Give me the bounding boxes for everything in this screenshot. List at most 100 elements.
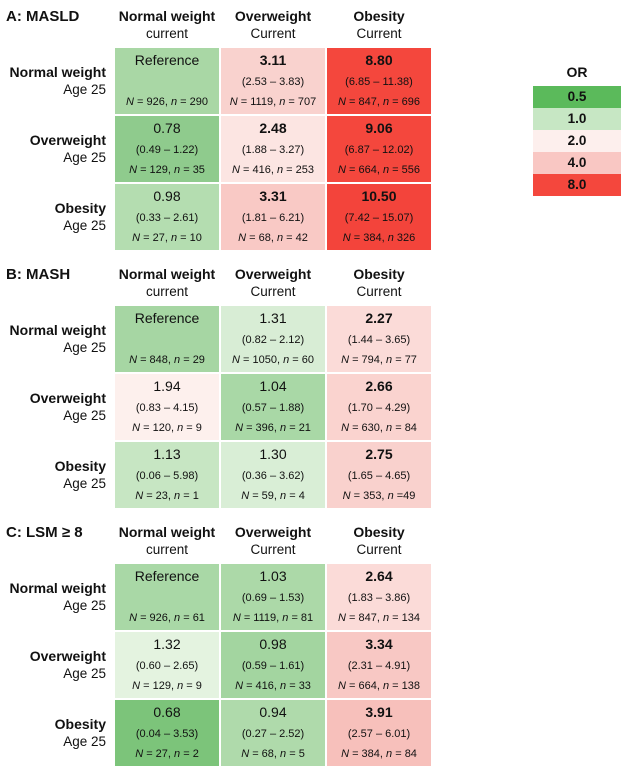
column-header-normal-weight: Normal weight current — [115, 6, 219, 46]
or-cell: 1.94 (0.83 – 4.15) N = 120, n = 9 — [115, 374, 219, 440]
column-header-line2: Current — [250, 284, 296, 299]
row-label-line2: Age 25 — [63, 82, 106, 97]
or-value: 10.50 — [361, 188, 397, 204]
row-label: Obesity Age 25 — [6, 700, 113, 766]
ci-range: (0.82 – 2.12) — [241, 334, 305, 346]
sample-counts: N = 129, n = 35 — [129, 164, 205, 176]
row-label-line1: Normal weight — [9, 322, 106, 338]
or-cell: 3.34 (2.31 – 4.91) N = 664, n = 138 — [327, 632, 431, 698]
row-label-line2: Age 25 — [63, 408, 106, 423]
or-value: 2.66 — [365, 378, 393, 394]
or-cell: 2.48 (1.88 – 3.27) N = 416, n = 253 — [221, 116, 325, 182]
or-value: 3.34 — [365, 636, 393, 652]
or-value: 2.48 — [259, 120, 287, 136]
legend-item-1.0: 1.0 — [533, 108, 621, 130]
sample-counts: N = 27, n = 10 — [132, 232, 202, 244]
row-label: Obesity Age 25 — [6, 442, 113, 508]
or-cell: 1.31 (0.82 – 2.12) N = 1050, n = 60 — [221, 306, 325, 372]
column-header-line2: current — [145, 542, 189, 557]
or-cell: 2.27 (1.44 – 3.65) N = 794, n = 77 — [327, 306, 431, 372]
ci-range — [117, 76, 217, 89]
ci-range: (0.69 – 1.53) — [241, 592, 305, 604]
or-cell: 0.78 (0.49 – 1.22) N = 129, n = 35 — [115, 116, 219, 182]
ci-range: (1.44 – 3.65) — [347, 334, 411, 346]
ci-range: (0.60 – 2.65) — [135, 660, 199, 672]
ci-range: (7.42 – 15.07) — [344, 212, 414, 224]
panel-title: A: MASLD — [6, 8, 80, 25]
row-label-line1: Overweight — [29, 132, 106, 148]
or-value: 0.94 — [259, 704, 287, 720]
sample-counts: N = 129, n = 9 — [132, 680, 202, 692]
column-header-line1: Normal weight — [118, 8, 216, 24]
row-label-line2: Age 25 — [63, 734, 106, 749]
column-header-line2: Current — [250, 542, 296, 557]
or-value: 0.98 — [259, 636, 287, 652]
row-label-line1: Obesity — [54, 200, 106, 216]
legend-item-2.0: 2.0 — [533, 130, 621, 152]
column-header-line1: Obesity — [353, 8, 405, 24]
sample-counts: N = 68, n = 5 — [241, 748, 305, 760]
column-header-line2: Current — [356, 284, 402, 299]
column-header-line1: Obesity — [353, 266, 405, 282]
or-value: 1.32 — [153, 636, 181, 652]
ci-range: (0.27 – 2.52) — [241, 728, 305, 740]
or-value: 3.91 — [365, 704, 393, 720]
legend-item-4.0: 4.0 — [533, 152, 621, 174]
sample-counts: N = 384, n = 84 — [341, 748, 417, 760]
ci-range: (0.59 – 1.61) — [241, 660, 305, 672]
ci-range — [117, 592, 217, 605]
or-value: 2.27 — [365, 310, 393, 326]
or-cell: 0.94 (0.27 – 2.52) N = 68, n = 5 — [221, 700, 325, 766]
sample-counts: N = 664, n = 556 — [338, 164, 420, 176]
or-cell: 10.50 (7.42 – 15.07) N = 384, n 326 — [327, 184, 431, 250]
or-value: 8.80 — [365, 52, 393, 68]
ci-range: (2.57 – 6.01) — [347, 728, 411, 740]
sample-counts: N = 68, n = 42 — [238, 232, 308, 244]
row-label-line1: Overweight — [29, 648, 106, 664]
or-value: 1.31 — [259, 310, 287, 326]
column-header-line2: current — [145, 284, 189, 299]
sample-counts: N = 59, n = 4 — [241, 490, 305, 502]
ci-range: (1.81 – 6.21) — [241, 212, 305, 224]
or-value: 0.78 — [153, 120, 181, 136]
or-cell: 8.80 (6.85 – 11.38) N = 847, n = 696 — [327, 48, 431, 114]
or-cell: 0.98 (0.59 – 1.61) N = 416, n = 33 — [221, 632, 325, 698]
sample-counts: N = 416, n = 33 — [235, 680, 311, 692]
or-value: 1.30 — [259, 446, 287, 462]
column-header-line2: current — [145, 26, 189, 41]
ci-range: (0.06 – 5.98) — [135, 470, 199, 482]
sample-counts: N = 1050, n = 60 — [232, 354, 314, 366]
sample-counts: N = 120, n = 9 — [132, 422, 202, 434]
legend-item-8.0: 8.0 — [533, 174, 621, 196]
sample-counts: N = 847, n = 134 — [338, 612, 420, 624]
column-header-obesity: Obesity Current — [327, 522, 431, 562]
or-cell: Reference N = 848, n = 29 — [115, 306, 219, 372]
sample-counts: N = 926, n = 290 — [126, 96, 208, 108]
row-label-line1: Normal weight — [9, 580, 106, 596]
or-value: 3.11 — [259, 52, 287, 68]
or-value: 2.75 — [365, 446, 393, 462]
ci-range: (6.87 – 12.02) — [344, 144, 414, 156]
or-value: 3.31 — [259, 188, 287, 204]
row-label-line2: Age 25 — [63, 150, 106, 165]
column-header-line2: Current — [250, 26, 296, 41]
column-header-line1: Obesity — [353, 524, 405, 540]
ci-range: (1.83 – 3.86) — [347, 592, 411, 604]
row-label-line2: Age 25 — [63, 218, 106, 233]
sample-counts: N = 926, n = 61 — [129, 612, 205, 624]
or-value: 2.64 — [365, 568, 393, 584]
column-header-normal-weight: Normal weight current — [115, 522, 219, 562]
or-cell: 3.11 (2.53 – 3.83) N = 1119, n = 707 — [221, 48, 325, 114]
sample-counts: N = 848, n = 29 — [129, 354, 205, 366]
sample-counts: N = 416, n = 253 — [232, 164, 314, 176]
ci-range: (0.49 – 1.22) — [135, 144, 199, 156]
or-value: Reference — [134, 52, 200, 68]
sample-counts: N = 384, n 326 — [342, 232, 416, 244]
or-cell: Reference N = 926, n = 61 — [115, 564, 219, 630]
ci-range — [117, 334, 217, 347]
or-cell: 9.06 (6.87 – 12.02) N = 664, n = 556 — [327, 116, 431, 182]
or-value: 1.04 — [259, 378, 287, 394]
or-value: 0.98 — [153, 188, 181, 204]
ci-range: (2.53 – 3.83) — [241, 76, 305, 88]
